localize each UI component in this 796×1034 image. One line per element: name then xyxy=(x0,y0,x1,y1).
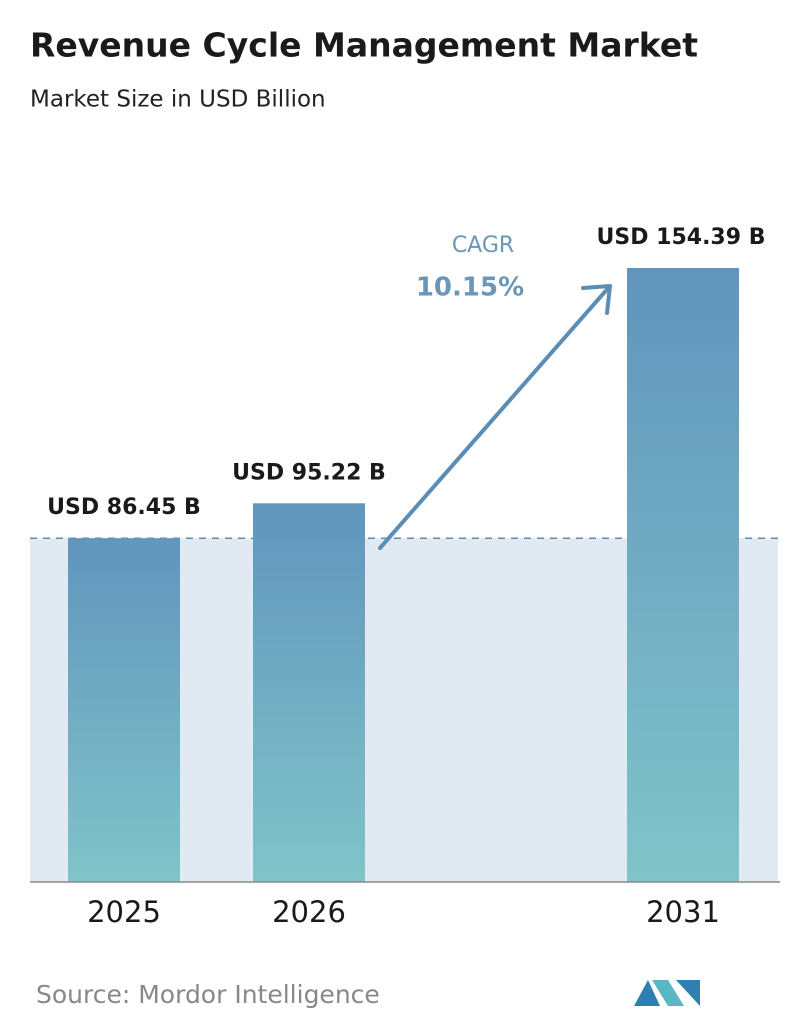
bar xyxy=(253,503,365,882)
bar xyxy=(627,268,739,882)
cagr-value: 10.15% xyxy=(416,273,524,303)
value-label: USD 86.45 B xyxy=(47,495,201,520)
value-label: USD 95.22 B xyxy=(232,460,386,485)
cagr-arrowhead xyxy=(581,284,612,315)
x-tick-label: 2026 xyxy=(272,895,346,929)
chart-subtitle: Market Size in USD Billion xyxy=(30,87,326,113)
x-tick-label: 2031 xyxy=(646,895,720,929)
source: Source: Mordor Intelligence xyxy=(36,980,380,1009)
logo xyxy=(634,980,700,1006)
x-tick-label: 2025 xyxy=(87,895,161,929)
cagr-arrow xyxy=(378,284,612,550)
cagr-label: CAGR xyxy=(452,233,514,258)
value-label: USD 154.39 B xyxy=(597,225,766,250)
chart-title: Revenue Cycle Management Market xyxy=(30,26,698,65)
bar xyxy=(68,538,180,882)
